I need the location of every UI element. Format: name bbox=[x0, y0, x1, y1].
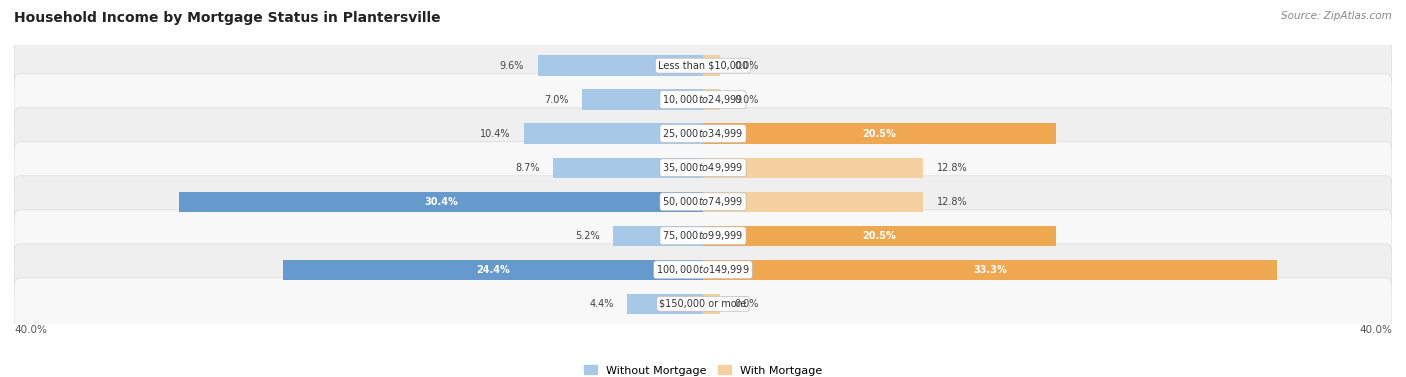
Text: 40.0%: 40.0% bbox=[1360, 325, 1392, 335]
Bar bbox=[703, 192, 924, 212]
FancyBboxPatch shape bbox=[14, 142, 1392, 193]
Bar bbox=[180, 192, 703, 212]
Text: 10.4%: 10.4% bbox=[479, 129, 510, 139]
Bar bbox=[703, 225, 1056, 246]
Text: Source: ZipAtlas.com: Source: ZipAtlas.com bbox=[1281, 11, 1392, 21]
Text: 30.4%: 30.4% bbox=[425, 197, 458, 207]
Bar bbox=[524, 124, 703, 144]
Text: 20.5%: 20.5% bbox=[863, 129, 897, 139]
Text: 40.0%: 40.0% bbox=[14, 325, 46, 335]
Bar bbox=[582, 89, 703, 110]
FancyBboxPatch shape bbox=[14, 40, 1392, 92]
Text: 9.6%: 9.6% bbox=[499, 61, 524, 70]
Text: 4.4%: 4.4% bbox=[589, 299, 613, 309]
Text: Household Income by Mortgage Status in Plantersville: Household Income by Mortgage Status in P… bbox=[14, 11, 440, 25]
FancyBboxPatch shape bbox=[14, 210, 1392, 262]
Bar bbox=[703, 294, 720, 314]
FancyBboxPatch shape bbox=[14, 108, 1392, 159]
Text: $35,000 to $49,999: $35,000 to $49,999 bbox=[662, 161, 744, 174]
Text: 8.7%: 8.7% bbox=[515, 163, 540, 173]
Text: 20.5%: 20.5% bbox=[863, 231, 897, 241]
Bar bbox=[283, 260, 703, 280]
Bar bbox=[703, 158, 924, 178]
Text: 0.0%: 0.0% bbox=[734, 95, 758, 105]
Text: 0.0%: 0.0% bbox=[734, 299, 758, 309]
FancyBboxPatch shape bbox=[14, 244, 1392, 296]
Text: 5.2%: 5.2% bbox=[575, 231, 599, 241]
Text: $100,000 to $149,999: $100,000 to $149,999 bbox=[657, 263, 749, 276]
Text: 12.8%: 12.8% bbox=[938, 197, 967, 207]
Bar bbox=[627, 294, 703, 314]
Bar bbox=[703, 89, 720, 110]
Bar bbox=[613, 225, 703, 246]
Legend: Without Mortgage, With Mortgage: Without Mortgage, With Mortgage bbox=[579, 361, 827, 377]
Text: $25,000 to $34,999: $25,000 to $34,999 bbox=[662, 127, 744, 140]
Text: 12.8%: 12.8% bbox=[938, 163, 967, 173]
Bar bbox=[537, 55, 703, 76]
FancyBboxPatch shape bbox=[14, 278, 1392, 329]
Text: 33.3%: 33.3% bbox=[973, 265, 1007, 275]
Text: $150,000 or more: $150,000 or more bbox=[659, 299, 747, 309]
Bar bbox=[553, 158, 703, 178]
Text: $75,000 to $99,999: $75,000 to $99,999 bbox=[662, 229, 744, 242]
FancyBboxPatch shape bbox=[14, 74, 1392, 126]
Bar bbox=[703, 260, 1277, 280]
Text: $10,000 to $24,999: $10,000 to $24,999 bbox=[662, 93, 744, 106]
Bar bbox=[703, 55, 720, 76]
Text: $50,000 to $74,999: $50,000 to $74,999 bbox=[662, 195, 744, 208]
Bar bbox=[703, 124, 1056, 144]
Text: 7.0%: 7.0% bbox=[544, 95, 568, 105]
Text: Less than $10,000: Less than $10,000 bbox=[658, 61, 748, 70]
FancyBboxPatch shape bbox=[14, 176, 1392, 228]
Text: 0.0%: 0.0% bbox=[734, 61, 758, 70]
Text: 24.4%: 24.4% bbox=[477, 265, 510, 275]
